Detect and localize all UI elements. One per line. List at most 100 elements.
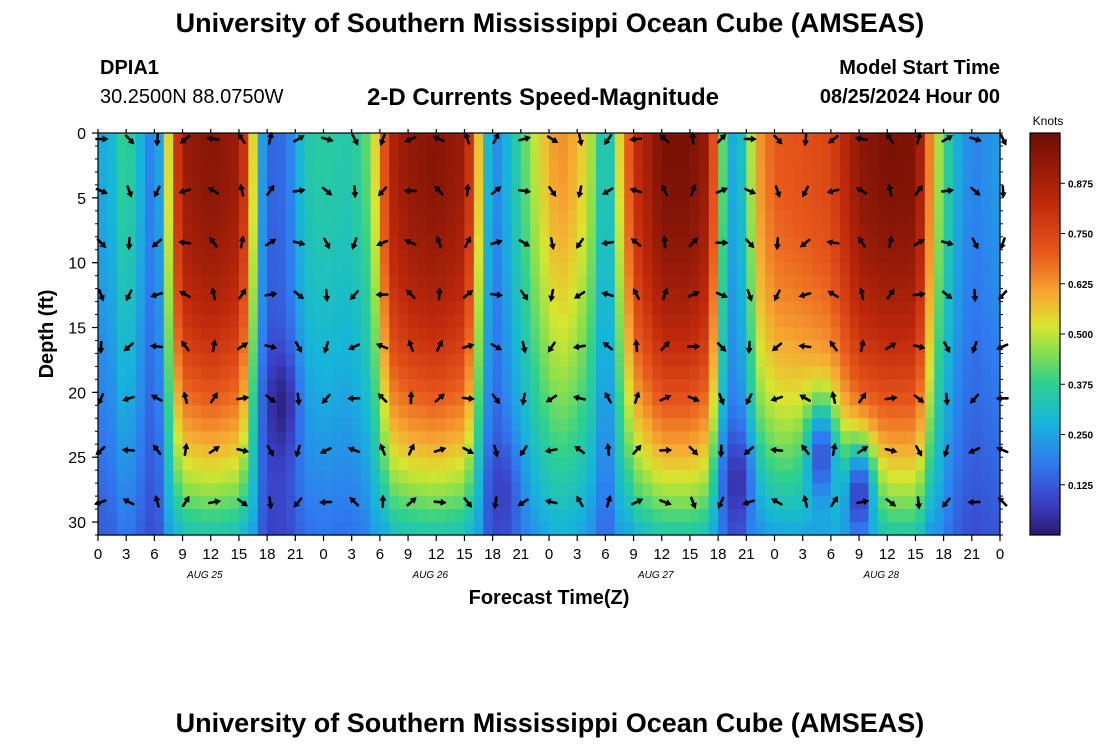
current-vector-arrow [435,287,443,301]
arrow-head [942,450,950,458]
arrow-head [524,135,532,142]
heatmap-cell [220,158,231,173]
heatmap-cell [699,184,710,199]
heatmap-cell [248,314,259,329]
arrow-head [999,192,1007,199]
heatmap-cell [661,327,672,342]
heatmap-cell [370,249,381,264]
heatmap-cell [229,262,240,277]
heatmap-cell [379,405,390,419]
heatmap-cell [238,275,249,290]
heatmap-cell [962,236,973,251]
heatmap-cell [154,509,165,523]
heatmap-cell [652,457,663,471]
heatmap-cell [812,509,823,523]
model-start-value: 08/25/2024 Hour 00 [819,86,1000,108]
current-vector-arrow [548,185,557,197]
heatmap-cell [783,314,794,329]
heatmap-cell [661,314,672,329]
heatmap-cell [511,314,522,329]
arrow-head [210,339,218,346]
heatmap-cell [436,262,447,277]
heatmap-cell [408,133,419,147]
heatmap-cell [821,392,832,406]
heatmap-cell [868,145,879,160]
arrow-head [403,187,410,195]
arrow-head [829,340,836,348]
current-vector-arrow [178,187,192,195]
heatmap-cell [116,483,127,497]
heatmap-cell [661,379,672,393]
heatmap-cell [144,197,155,212]
heatmap-cell [238,366,249,380]
heatmap-cell [304,327,315,342]
heatmap-cell [595,262,606,277]
heatmap-cell [680,392,691,406]
arrow-head [889,500,897,507]
current-vector-arrow [544,447,558,454]
heatmap-cell [699,197,710,212]
heatmap-cell [849,431,860,445]
heatmap-cell [539,223,550,238]
heatmap-cell [887,184,898,199]
current-vector-arrow [689,496,697,510]
arrow-head [801,190,809,198]
heatmap-cell [549,340,559,355]
heatmap-cell [502,470,513,484]
heatmap-cell [361,353,372,368]
arrow-head [210,287,217,294]
heatmap-cell [201,392,212,406]
heatmap-cell [229,223,240,238]
heatmap-cell [990,275,1001,290]
heatmap-cell [144,301,155,316]
current-vector-arrow [801,444,810,456]
heatmap-cell [727,522,738,536]
arrow-head [572,394,580,402]
heatmap-cell [971,327,982,342]
heatmap-cell [689,431,700,445]
current-vector-arrow [492,444,500,458]
heatmap-cell [370,171,381,186]
heatmap-cell [896,133,907,147]
station-coordinates: 30.2500N 88.0750W [100,86,284,108]
heatmap-cell [314,171,325,186]
arrow-head [327,136,334,143]
heatmap-cell [323,223,334,238]
heatmap-cell [689,405,700,419]
arrow-head [770,446,777,454]
heatmap-cell [830,379,841,393]
heatmap-cell [859,210,870,225]
heatmap-cell [746,340,757,355]
heatmap-cell [191,483,202,497]
arrow-head [629,187,637,194]
heatmap-cell [210,210,221,225]
heatmap-cell [680,171,691,186]
current-vector-arrow [798,291,812,299]
heatmap-cell [896,444,907,458]
heatmap-cell [126,158,137,173]
heatmap-cell [370,470,381,484]
heatmap-cell [906,444,917,458]
heatmap-cell [642,353,653,368]
heatmap-cell [868,275,879,290]
current-vectors [93,131,1009,510]
heatmap-cell [765,301,776,316]
current-vector-arrow [716,133,727,144]
heatmap-cell [915,509,926,523]
heatmap-cell [661,262,672,277]
heatmap-cell [812,133,823,147]
heatmap-cell [539,236,550,251]
heatmap-cell [567,444,578,458]
heatmap-cell [755,470,766,484]
heatmap-cell [502,158,513,173]
heatmap-cell [483,509,494,523]
heatmap-cell [98,327,108,342]
heatmap-cell [220,171,231,186]
heatmap-cell [483,158,494,173]
heatmap-cell [708,496,719,510]
y-axis-label: Depth (ft) [36,290,58,379]
x-tick-label: 9 [855,546,863,563]
heatmap-cell [840,314,851,329]
current-vector-arrow [181,391,189,405]
